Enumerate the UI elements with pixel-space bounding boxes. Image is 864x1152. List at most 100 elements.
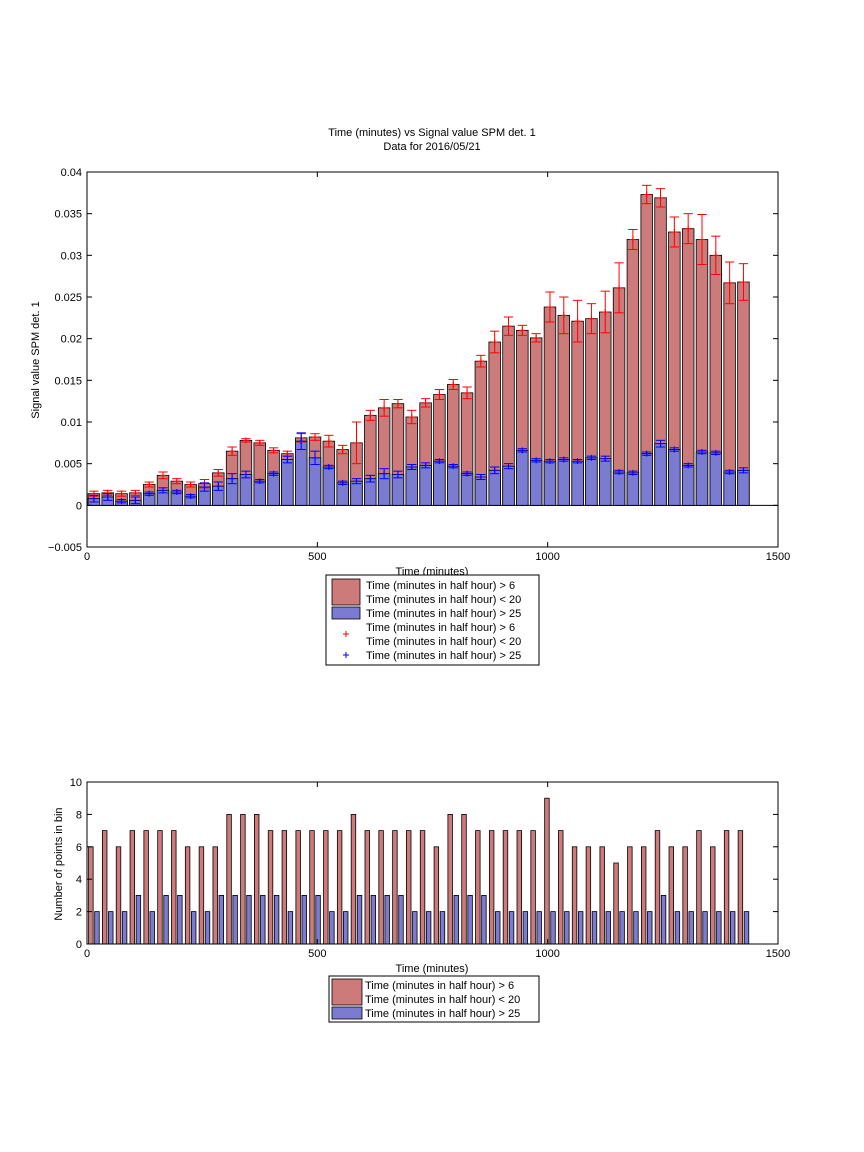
count-bar-red: [336, 830, 343, 945]
y-tick-label: 0.02: [61, 334, 82, 346]
bar-blue: [709, 452, 723, 506]
marker-red: [408, 414, 415, 420]
count-bar-blue: [702, 911, 708, 945]
bar-blue: [737, 469, 750, 506]
count-bar-blue: [246, 895, 252, 945]
chart-subtitle: Data for 2016/05/21: [383, 141, 480, 153]
legend-label: Time (minutes in half hour) < 20: [366, 594, 521, 606]
legend-swatch: [331, 606, 361, 620]
marker-red: [698, 236, 705, 243]
bar-blue: [543, 460, 557, 506]
count-bar-blue: [356, 895, 363, 945]
legend-swatch: [331, 1006, 363, 1020]
marker-blue: [132, 497, 139, 504]
count-bar-red: [447, 814, 453, 945]
count-bar-red: [378, 830, 384, 945]
legend-label: Time (minutes in half hour) > 6: [365, 980, 514, 992]
bar-blue: [253, 480, 266, 506]
marker-blue: [256, 478, 263, 485]
legend-swatch: [331, 978, 363, 1006]
marker-blue: [325, 464, 332, 470]
marker-red: [685, 225, 692, 232]
count-bar-red: [737, 830, 744, 945]
legend-label: Time (minutes in half hour) < 20: [365, 994, 520, 1006]
marker-red: [740, 279, 747, 285]
marker-blue: [726, 469, 733, 475]
marker-red: [187, 481, 194, 488]
legend-box: [325, 574, 540, 666]
marker-blue: [270, 470, 277, 477]
marker-blue: [519, 447, 526, 454]
marker-blue: [491, 467, 498, 474]
marker-blue: [740, 467, 747, 474]
marker-blue: [146, 490, 153, 497]
marker-blue: [229, 475, 236, 482]
marker-red: [325, 438, 332, 445]
count-bar-blue: [674, 911, 681, 945]
marker-red: [436, 391, 443, 398]
marker-red: [712, 252, 719, 259]
marker-red: [450, 381, 457, 388]
marker-blue: [464, 470, 471, 477]
count-bar-blue: [605, 911, 611, 945]
count-bar-red: [488, 830, 495, 945]
bar-blue: [391, 474, 405, 506]
marker-blue: [367, 475, 374, 482]
axes-frame: [86, 781, 779, 945]
marker-red: [464, 389, 471, 396]
count-bar-red: [129, 830, 136, 945]
bar-blue: [419, 464, 432, 506]
marker-blue: [381, 470, 388, 477]
marker-blue: [353, 478, 360, 485]
y-tick-label: −0.005: [48, 542, 82, 554]
count-bar-blue: [287, 911, 294, 945]
marker-red: [394, 400, 401, 407]
y-tick-label: 4: [76, 874, 82, 886]
bar-blue: [585, 457, 598, 506]
count-bar-red: [254, 814, 260, 945]
count-bar-red: [640, 846, 647, 945]
bar-blue: [612, 471, 626, 506]
marker-red: [367, 412, 374, 419]
x-tick-label: 1000: [535, 948, 559, 960]
count-bar-red: [323, 830, 329, 945]
count-bar-red: [419, 830, 426, 945]
count-bar-blue: [343, 911, 349, 945]
axes-frame: [86, 171, 779, 548]
count-bar-red: [710, 846, 716, 945]
marker-blue: [657, 440, 664, 447]
bar-blue: [281, 459, 294, 506]
bar-blue: [723, 471, 736, 506]
count-bar-red: [240, 814, 246, 945]
count-bar-blue: [108, 911, 114, 945]
count-bar-red: [198, 846, 205, 945]
count-bar-blue: [522, 911, 529, 945]
count-bar-red: [654, 830, 661, 945]
marker-blue: [616, 469, 623, 475]
bar-blue: [474, 476, 488, 506]
marker-red: [256, 439, 263, 446]
legend-marker: [343, 631, 349, 637]
marker-red: [353, 439, 360, 446]
marker-blue: [685, 462, 692, 469]
marker-red: [381, 404, 388, 411]
y-axis-label: Number of points in bin: [53, 807, 65, 920]
count-bar-blue: [467, 895, 473, 945]
count-bar-red: [309, 830, 315, 945]
bar-blue: [640, 453, 653, 506]
count-bar-blue: [439, 911, 446, 945]
x-tick-label: 500: [308, 551, 326, 563]
plot-area: 0 500 1000 1500−0.00500.0050.010.0150.020.0…: [48, 167, 790, 563]
bar-blue: [433, 460, 446, 506]
legend-label: Time (minutes in half hour) > 6: [366, 622, 515, 634]
count-bar-red: [558, 830, 564, 945]
bar-blue: [654, 443, 667, 506]
count-bar-blue: [688, 911, 694, 945]
bar-blue: [695, 451, 709, 506]
marker-blue: [698, 449, 705, 455]
bar-blue: [668, 449, 681, 506]
bar-blue: [447, 465, 460, 506]
marker-red: [173, 478, 180, 485]
marker-red: [657, 194, 664, 201]
count-bar-blue: [329, 911, 335, 945]
